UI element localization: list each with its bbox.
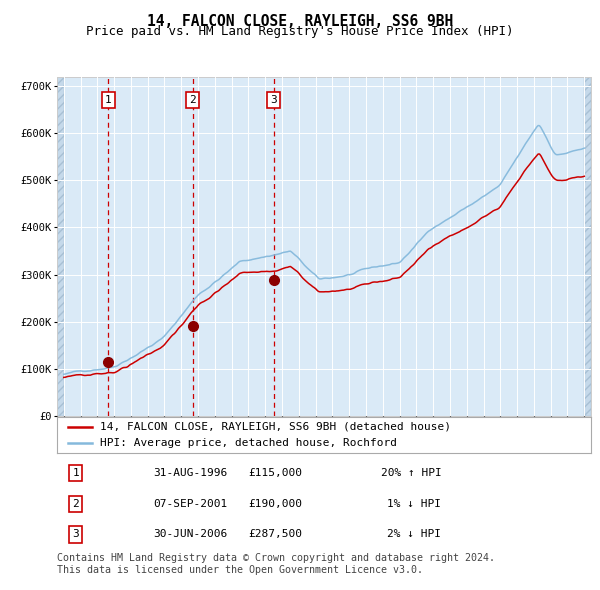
Text: 1% ↓ HPI: 1% ↓ HPI	[388, 499, 442, 509]
Text: 1: 1	[73, 468, 79, 478]
Bar	[57, 77, 64, 416]
Text: 3: 3	[73, 529, 79, 539]
Text: 20% ↑ HPI: 20% ↑ HPI	[381, 468, 442, 478]
Text: Contains HM Land Registry data © Crown copyright and database right 2024.
This d: Contains HM Land Registry data © Crown c…	[57, 553, 495, 575]
Text: £190,000: £190,000	[248, 499, 302, 509]
Text: 2: 2	[73, 499, 79, 509]
Text: £115,000: £115,000	[248, 468, 302, 478]
Text: 1: 1	[105, 95, 112, 105]
Text: 2: 2	[189, 95, 196, 105]
Text: 31-AUG-1996: 31-AUG-1996	[153, 468, 227, 478]
Bar	[584, 77, 591, 416]
Text: 07-SEP-2001: 07-SEP-2001	[153, 499, 227, 509]
Text: 14, FALCON CLOSE, RAYLEIGH, SS6 9BH: 14, FALCON CLOSE, RAYLEIGH, SS6 9BH	[147, 14, 453, 28]
Text: 14, FALCON CLOSE, RAYLEIGH, SS6 9BH (detached house): 14, FALCON CLOSE, RAYLEIGH, SS6 9BH (det…	[100, 422, 451, 432]
Text: Price paid vs. HM Land Registry's House Price Index (HPI): Price paid vs. HM Land Registry's House …	[86, 25, 514, 38]
Text: 2% ↓ HPI: 2% ↓ HPI	[388, 529, 442, 539]
Text: HPI: Average price, detached house, Rochford: HPI: Average price, detached house, Roch…	[100, 438, 397, 448]
Text: 30-JUN-2006: 30-JUN-2006	[153, 529, 227, 539]
Text: 3: 3	[270, 95, 277, 105]
Text: £287,500: £287,500	[248, 529, 302, 539]
